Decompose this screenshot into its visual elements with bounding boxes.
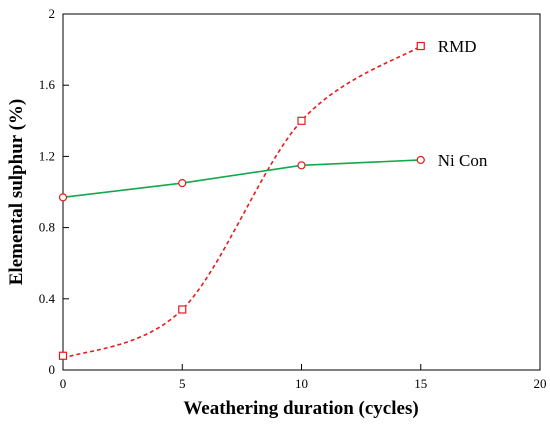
- x-tick-label: 5: [179, 376, 186, 391]
- y-tick-label: 2: [49, 6, 56, 21]
- y-tick-label: 0.8: [39, 220, 55, 235]
- y-tick-label: 0: [49, 362, 56, 377]
- rmd-series-line: [62, 45, 422, 360]
- ni-con-data-point: [297, 161, 306, 170]
- ni-con-data-point: [416, 155, 425, 165]
- x-axis-title: Weathering duration (cycles): [183, 398, 418, 419]
- x-axis-ticks: 0 5 10 15 20: [60, 364, 547, 391]
- x-tick-label: 0: [60, 376, 67, 391]
- x-tick-label: 10: [295, 376, 308, 391]
- ni-con-series-line: [62, 159, 421, 199]
- ni-con-data-point: [58, 193, 68, 202]
- y-tick-label: 1.2: [39, 148, 55, 163]
- rmd-data-point: [58, 351, 68, 360]
- y-axis-title: Elemental sulphur (%): [6, 99, 27, 286]
- ni-con-series-label: Ni Con: [438, 151, 488, 170]
- y-tick-label: 0.4: [39, 291, 56, 306]
- x-tick-label: 15: [414, 376, 427, 391]
- rmd-data-point: [297, 116, 306, 125]
- y-axis-ticks: 0 0.4 0.8 1.2 1.6 2: [39, 6, 69, 377]
- rmd-data-point: [416, 41, 425, 51]
- rmd-data-point: [178, 305, 187, 314]
- ni-con-data-point: [178, 179, 187, 188]
- y-tick-label: 1.6: [39, 77, 56, 92]
- x-tick-label: 20: [534, 376, 547, 391]
- plot-area: [62, 13, 541, 371]
- series-layer: RMD Ni Con: [58, 37, 488, 360]
- rmd-series-label: RMD: [438, 37, 477, 56]
